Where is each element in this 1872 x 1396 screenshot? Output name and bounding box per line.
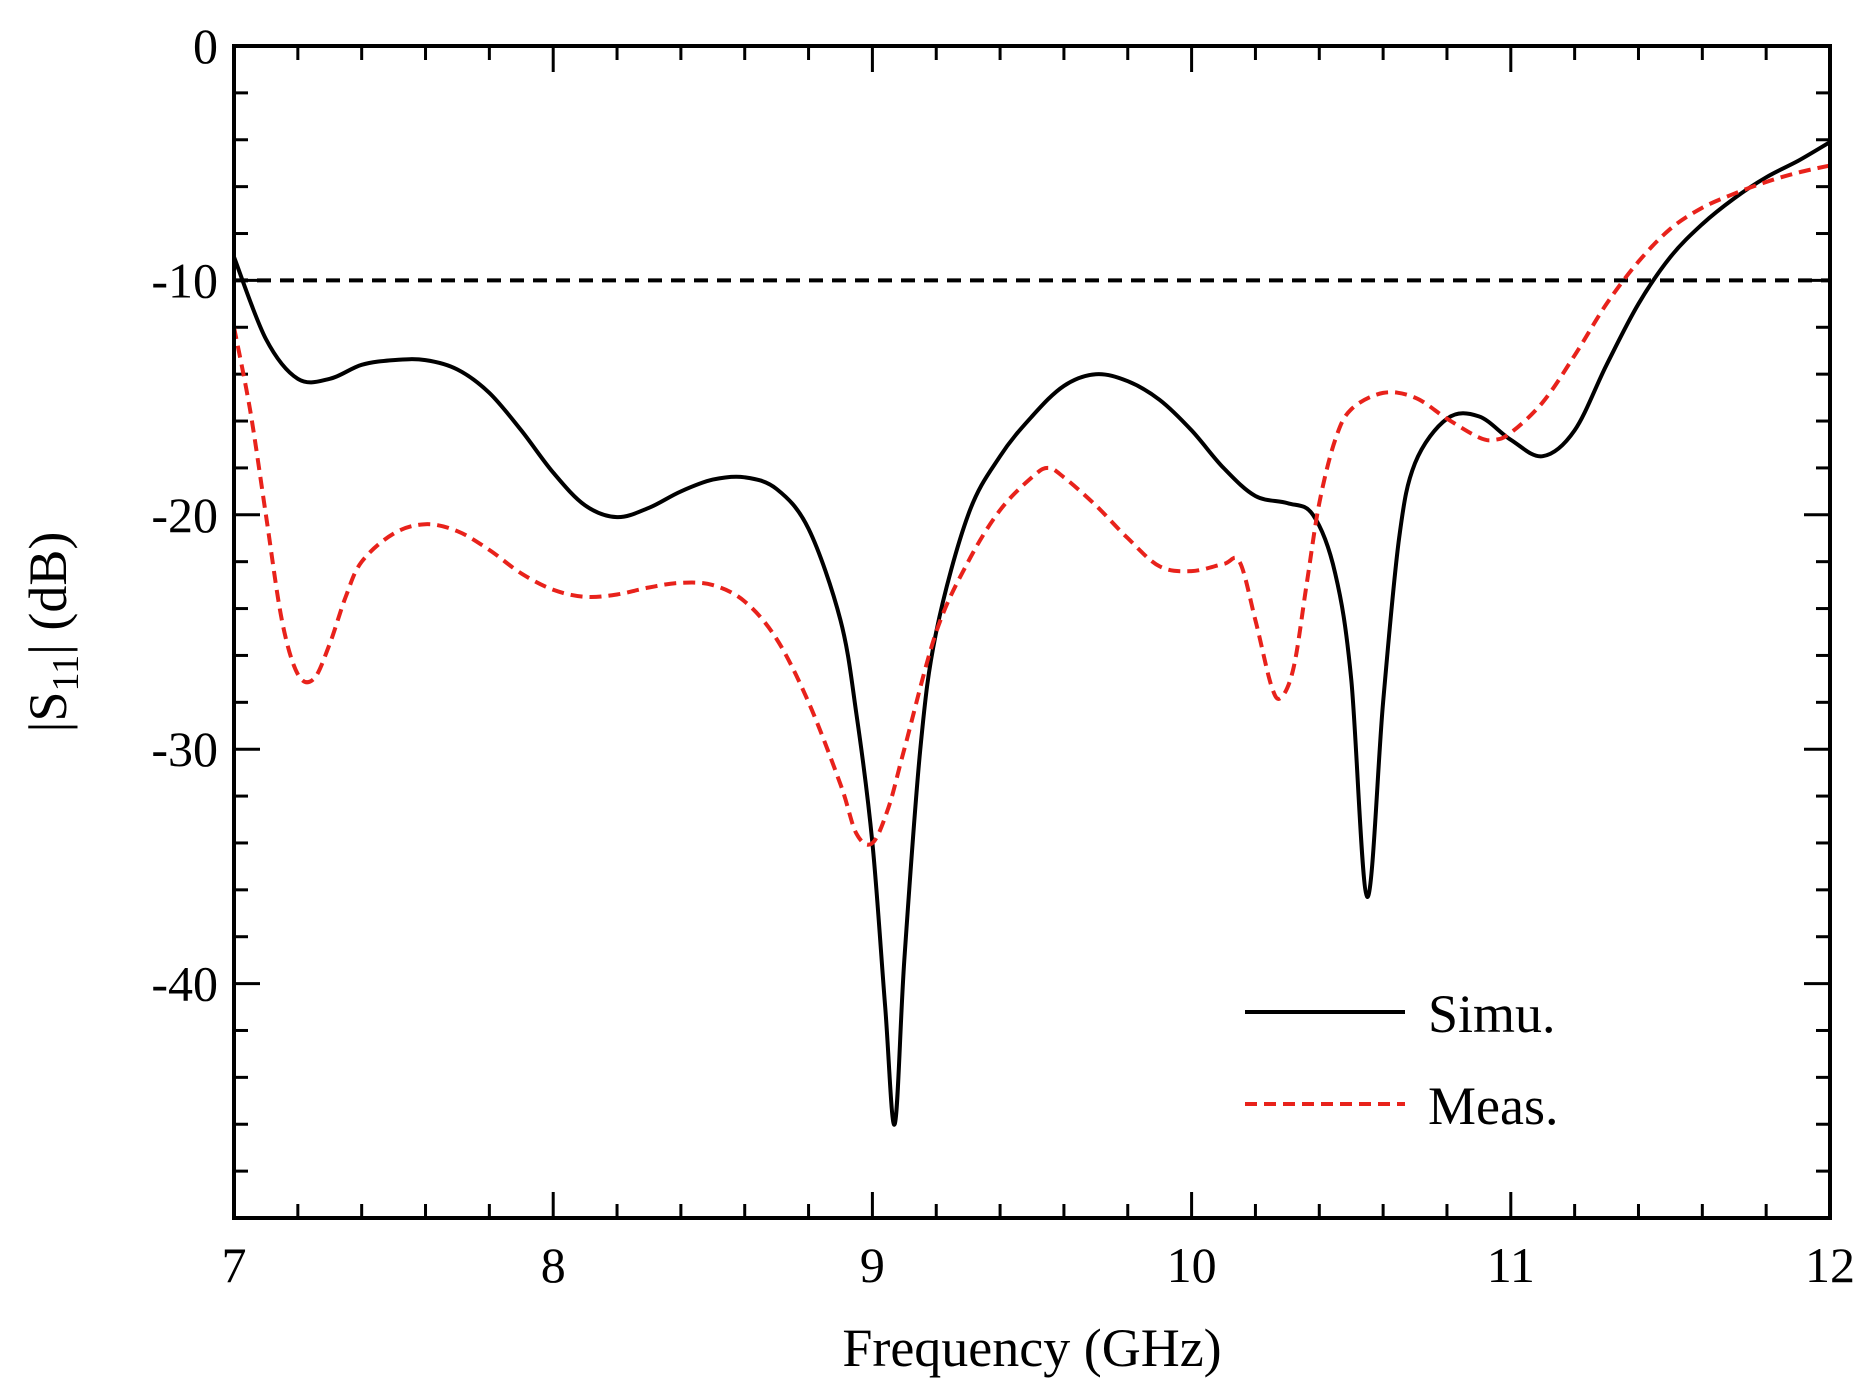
y-tick-label: -40 <box>151 956 218 1012</box>
x-tick-label: 10 <box>1167 1237 1217 1293</box>
plot-frame <box>232 44 1832 1220</box>
x-tick-label: 9 <box>860 1237 885 1293</box>
axis-ticks <box>232 44 1832 1218</box>
x-tick-label: 11 <box>1487 1237 1535 1293</box>
legend-label-meas: Meas. <box>1428 1076 1558 1136</box>
y-tick-label: -30 <box>151 721 218 777</box>
legend: Simu. Meas. <box>1245 984 1558 1136</box>
x-axis-title: Frequency (GHz) <box>842 1318 1221 1378</box>
x-tick-label: 7 <box>222 1237 247 1293</box>
x-tick-label: 8 <box>541 1237 566 1293</box>
y-tick-label: -20 <box>151 487 218 543</box>
y-tick-label: -10 <box>151 252 218 308</box>
x-tick-label: 12 <box>1805 1237 1855 1293</box>
series-line-meas <box>234 163 1830 847</box>
y-axis-title-prefix: |S <box>18 692 78 733</box>
legend-label-simu: Simu. <box>1428 984 1556 1044</box>
series-line-simu <box>234 140 1830 1127</box>
axis-tick-labels: 7 8 9 10 11 12 0 -10 -20 -30 -40 <box>151 18 1855 1293</box>
plot-data-region <box>234 140 1830 1127</box>
y-axis-title: |S11| (dB) <box>18 532 87 733</box>
y-axis-title-suffix: | (dB) <box>18 532 78 655</box>
y-tick-label: 0 <box>193 18 218 74</box>
y-axis-title-subscript: 11 <box>45 655 87 692</box>
